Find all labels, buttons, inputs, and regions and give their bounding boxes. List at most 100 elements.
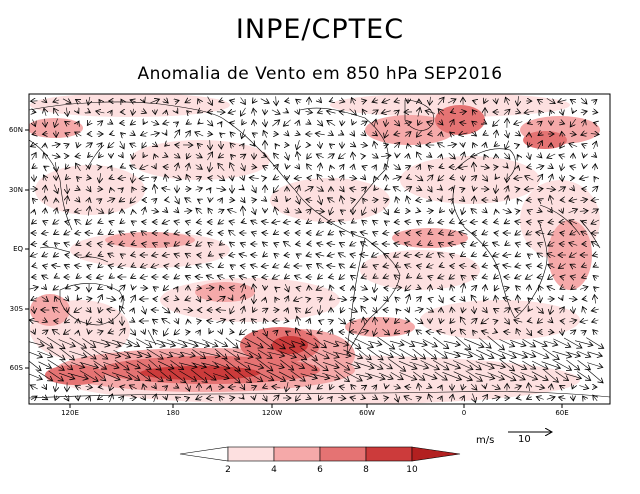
wind-vector — [176, 163, 179, 172]
wind-vector — [473, 101, 476, 102]
wind-vector — [45, 185, 46, 193]
wind-vector — [428, 232, 432, 234]
wind-vector — [559, 122, 564, 124]
wind-vector — [330, 165, 331, 169]
wind-vector — [317, 264, 324, 269]
wind-vector — [154, 184, 156, 194]
wind-vector — [342, 120, 343, 125]
wind-vector — [528, 298, 530, 300]
wind-vector — [62, 99, 71, 103]
wind-vector — [316, 254, 325, 256]
wind-vector — [384, 129, 387, 138]
wind-vector — [261, 265, 269, 266]
wind-vector — [151, 264, 160, 267]
wind-vector — [373, 132, 378, 136]
wind-vector — [450, 254, 455, 256]
wind-vector — [362, 265, 366, 268]
wind-vector — [558, 100, 567, 102]
wind-vector — [330, 298, 333, 300]
wind-vector — [219, 254, 223, 256]
wind-vector — [483, 254, 487, 256]
wind-vector — [327, 176, 334, 180]
wind-vector — [304, 187, 313, 192]
wind-vector — [143, 207, 145, 215]
wind-vector — [351, 275, 356, 278]
wind-vector — [319, 99, 322, 102]
wind-vector — [43, 265, 48, 266]
wind-vector — [396, 197, 398, 204]
wind-vector — [439, 286, 442, 290]
wind-vector — [439, 295, 443, 303]
wind-vector — [362, 166, 366, 168]
wind-vector — [591, 186, 598, 192]
wind-vector — [96, 111, 105, 113]
wind-vector — [65, 176, 68, 179]
wind-vector — [32, 198, 35, 201]
wind-vector — [252, 200, 257, 201]
wind-vector — [472, 275, 477, 278]
wind-vector — [262, 277, 269, 278]
wind-vector — [52, 307, 60, 314]
wind-vector — [51, 144, 60, 146]
wind-vector — [242, 176, 244, 181]
wind-vector — [209, 188, 211, 191]
wind-vector — [594, 287, 597, 289]
wind-vector — [394, 133, 401, 135]
wind-vector — [394, 119, 399, 126]
wind-vector — [42, 253, 49, 256]
wind-vector — [130, 165, 137, 169]
wind-vector — [483, 133, 487, 135]
wind-vector — [527, 210, 531, 212]
wind-vector — [385, 119, 386, 127]
wind-vector — [447, 99, 456, 103]
wind-vector — [197, 288, 202, 289]
wind-vector — [274, 153, 279, 160]
wind-vector — [524, 111, 534, 113]
wind-vector — [252, 276, 256, 277]
wind-vector — [165, 133, 167, 136]
wind-vector — [417, 265, 422, 266]
wind-vector — [515, 253, 521, 256]
wind-vector — [550, 174, 553, 183]
wind-vector — [119, 198, 125, 202]
wind-vector — [67, 184, 68, 193]
wind-vector — [108, 231, 113, 234]
wind-vector — [360, 232, 368, 234]
wind-vector — [428, 276, 432, 278]
wind-vector — [31, 244, 38, 245]
wind-vector — [569, 133, 576, 134]
wind-vector — [593, 100, 597, 103]
wind-vector — [548, 264, 555, 267]
wind-vector — [371, 200, 378, 201]
wind-vector — [362, 109, 365, 115]
wind-vector — [241, 197, 245, 202]
wind-vector — [340, 186, 344, 192]
wind-vector — [88, 198, 89, 203]
wind-vector — [495, 177, 497, 180]
wind-vector — [386, 175, 387, 182]
wind-vector — [98, 143, 102, 147]
wind-vector — [473, 143, 475, 148]
wind-vector — [296, 133, 300, 135]
wind-vector — [197, 295, 200, 302]
wind-vector — [384, 144, 389, 146]
wind-vector — [110, 134, 113, 135]
wind-vector — [362, 176, 365, 180]
wind-vector — [75, 265, 82, 266]
wind-vector — [197, 255, 201, 256]
wind-vector — [186, 233, 191, 234]
wind-vector — [218, 154, 223, 158]
wind-vector — [493, 119, 500, 127]
wind-vector — [568, 299, 577, 300]
wind-vector — [483, 122, 486, 124]
wind-vector — [44, 153, 47, 160]
wind-vector — [175, 100, 179, 101]
wind-vector — [55, 162, 56, 172]
wind-vector — [459, 111, 467, 112]
wind-vector — [394, 100, 400, 102]
wind-vector — [482, 231, 489, 234]
wind-vector — [65, 121, 70, 124]
wind-vector — [351, 232, 355, 235]
wind-vector — [450, 132, 455, 136]
wind-vector — [206, 275, 214, 278]
